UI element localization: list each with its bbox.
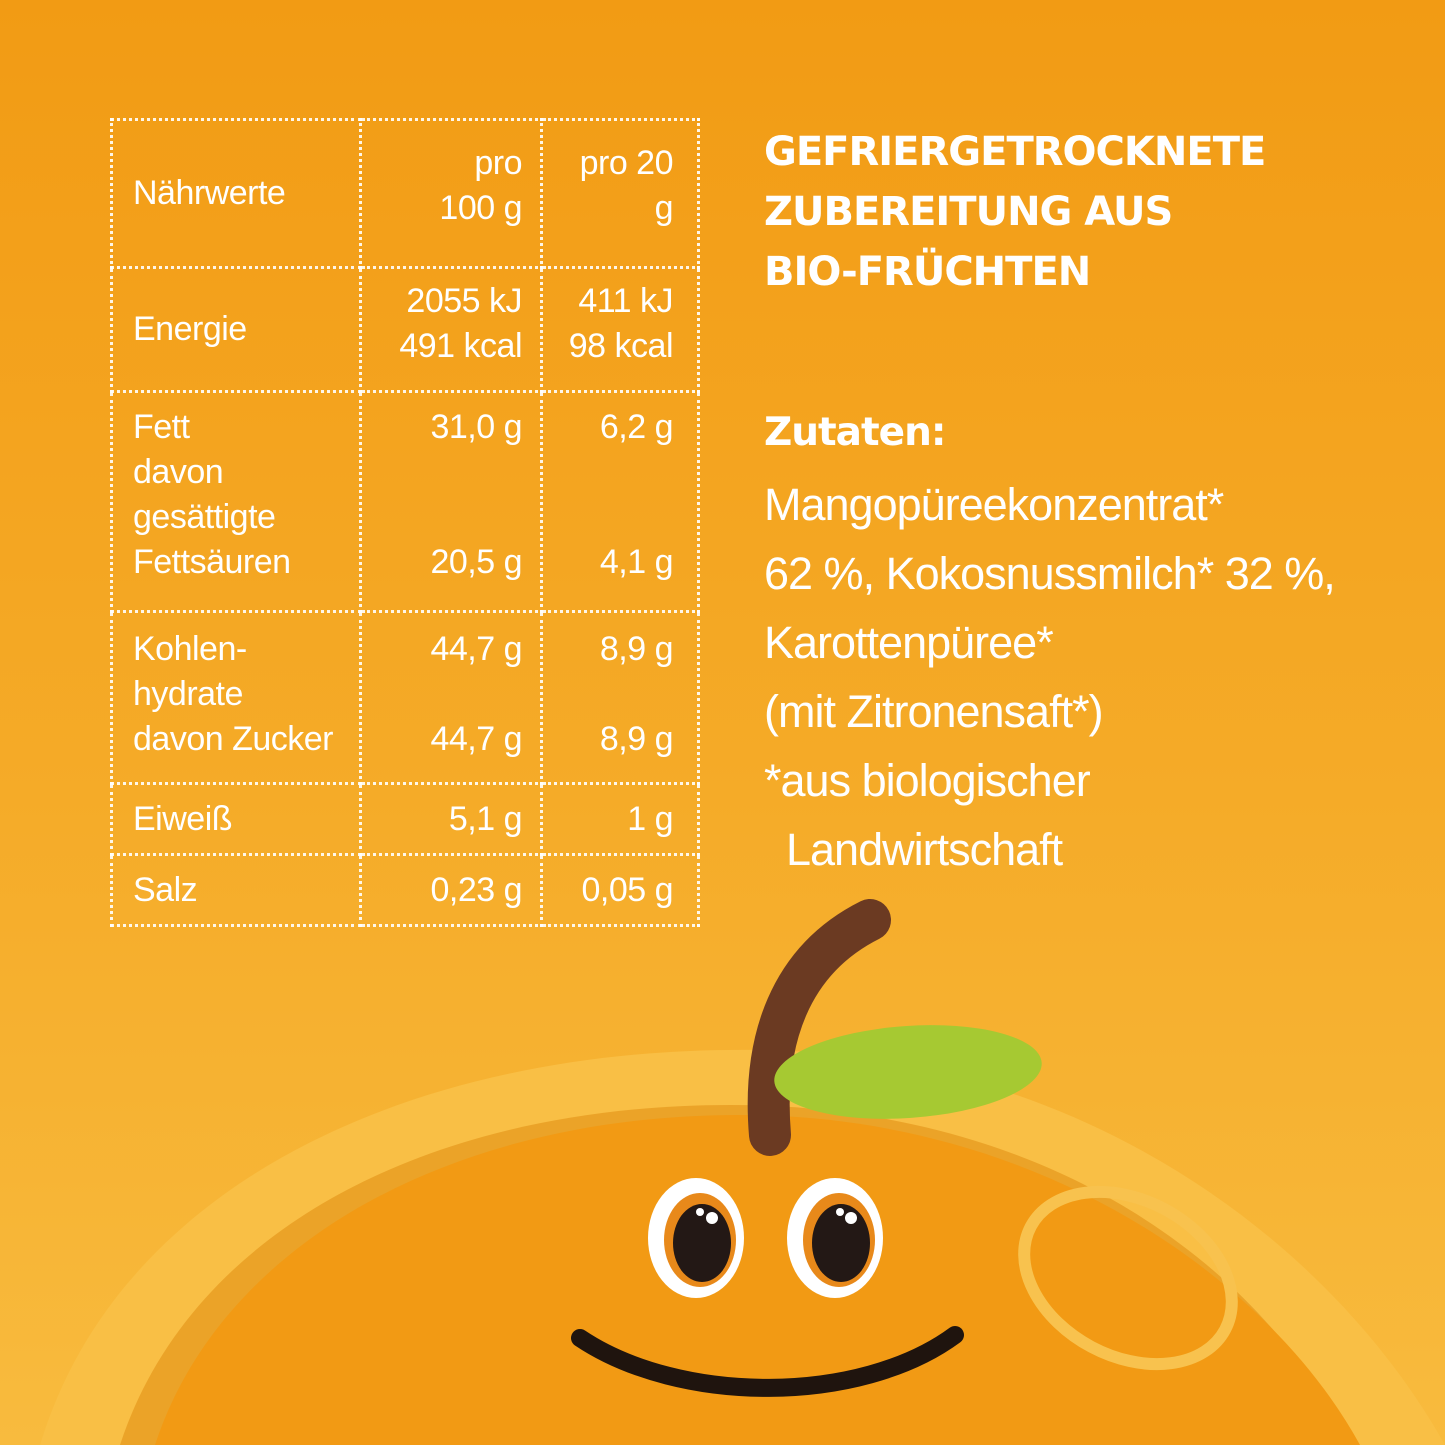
mango-highlight — [1018, 1185, 1238, 1371]
header-per-20g: pro 20 g — [540, 118, 700, 269]
ingredients-line: Landwirtschaft — [786, 824, 1063, 875]
table-row-energy: Energie 2055 kJ 491 kcal 411 kJ 98 kcal — [110, 266, 700, 393]
protein-per-100g: 5,1 g — [359, 782, 543, 856]
energy-label: Energie — [110, 266, 362, 393]
carbs-label: Kohlen- hydrate davon Zucker — [110, 610, 362, 785]
fat-label: Fett davon gesättigte Fettsäuren — [110, 390, 362, 613]
salt-per-100g: 0,23 g — [359, 853, 543, 927]
fat-per-20g: 6,2 g 4,1 g — [540, 390, 700, 613]
header-label: Nährwerte — [110, 118, 362, 269]
carbs-per-100g: 44,7 g 44,7 g — [359, 610, 543, 785]
ingredients-title: Zutaten: — [764, 410, 946, 455]
table-header-row: Nährwerte pro 100 g pro 20 g — [110, 118, 700, 269]
fat-per-100g: 31,0 g 20,5 g — [359, 390, 543, 613]
protein-per-20g: 1 g — [540, 782, 700, 856]
header-per-100g: pro 100 g — [359, 118, 543, 269]
ingredients-text: Mangopüreekonzentrat* 62 %, Kokosnussmil… — [764, 470, 1336, 884]
energy-per-100g: 2055 kJ 491 kcal — [359, 266, 543, 393]
nutrition-table: Nährwerte pro 100 g pro 20 g Energie 205… — [110, 118, 700, 927]
carbs-per-20g: 8,9 g 8,9 g — [540, 610, 700, 785]
mango-smile — [571, 1326, 964, 1397]
table-row-protein: Eiweiß 5,1 g 1 g — [110, 782, 700, 856]
table-row-salt: Salz 0,23 g 0,05 g — [110, 853, 700, 927]
ingredients-line: Mangopüreekonzentrat* — [764, 479, 1224, 530]
right-eye — [787, 1178, 883, 1298]
table-row-carbs: Kohlen- hydrate davon Zucker 44,7 g 44,7… — [110, 610, 700, 785]
headline-line: BIO-FRÜCHTEN — [764, 249, 1091, 295]
salt-label: Salz — [110, 853, 362, 927]
headline-line: ZUBEREITUNG AUS — [764, 189, 1173, 235]
table-row-fat: Fett davon gesättigte Fettsäuren 31,0 g … — [110, 390, 700, 613]
mango-stem — [747, 899, 891, 1156]
ingredients-line: Karottenpüree* — [764, 617, 1054, 668]
protein-label: Eiweiß — [110, 782, 362, 856]
salt-per-20g: 0,05 g — [540, 853, 700, 927]
headline-line: GEFRIERGETROCKNETE — [764, 129, 1266, 175]
ingredients-line: *aus biologischer — [764, 755, 1091, 806]
ingredients-line: 62 %, Kokosnussmilch* 32 %, — [764, 548, 1336, 599]
ingredients-line: (mit Zitronensaft*) — [764, 686, 1104, 737]
mango-leaf — [774, 1025, 1042, 1119]
left-eye — [648, 1178, 744, 1298]
product-headline: GEFRIERGETROCKNETE ZUBEREITUNG AUS BIO-F… — [764, 122, 1266, 302]
energy-per-20g: 411 kJ 98 kcal — [540, 266, 700, 393]
